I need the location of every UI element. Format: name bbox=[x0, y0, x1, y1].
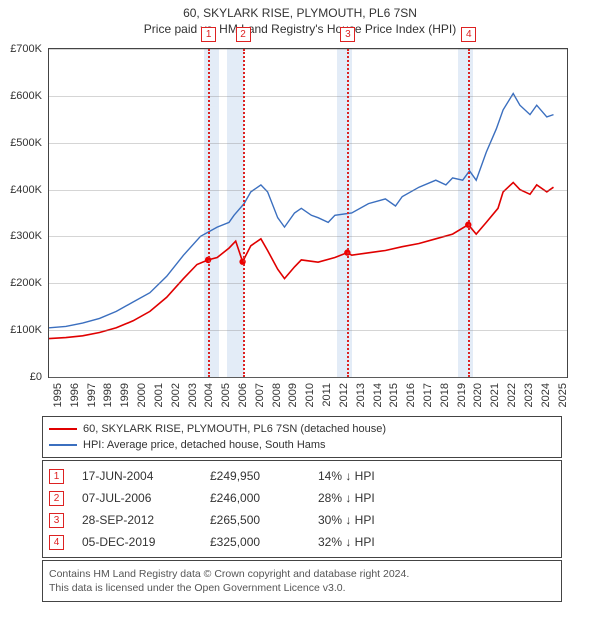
y-axis-label: £700K bbox=[10, 43, 42, 55]
x-axis-label: 2025 bbox=[557, 383, 569, 407]
legend-item: 60, SKYLARK RISE, PLYMOUTH, PL6 7SN (det… bbox=[49, 421, 555, 437]
chart-title-line1: 60, SKYLARK RISE, PLYMOUTH, PL6 7SN bbox=[0, 6, 600, 20]
y-axis-label: £300K bbox=[10, 230, 42, 242]
y-axis-label: £600K bbox=[10, 90, 42, 102]
event-date: 05-DEC-2019 bbox=[82, 535, 192, 549]
event-marker-badge: 3 bbox=[340, 27, 355, 42]
event-marker-badge: 4 bbox=[461, 27, 476, 42]
event-date: 28-SEP-2012 bbox=[82, 513, 192, 527]
y-axis-label: £200K bbox=[10, 277, 42, 289]
y-axis-label: £100K bbox=[10, 324, 42, 336]
event-badge: 2 bbox=[49, 491, 64, 506]
event-date: 17-JUN-2004 bbox=[82, 469, 192, 483]
legend: 60, SKYLARK RISE, PLYMOUTH, PL6 7SN (det… bbox=[42, 416, 562, 458]
x-axis-label: 1999 bbox=[119, 383, 131, 407]
event-marker-badge: 1 bbox=[201, 27, 216, 42]
event-price: £249,950 bbox=[210, 469, 300, 483]
event-marker-line bbox=[208, 49, 210, 377]
gridline bbox=[49, 49, 567, 50]
gridline bbox=[49, 283, 567, 284]
x-axis-label: 2020 bbox=[472, 383, 484, 407]
x-axis-label: 2008 bbox=[271, 383, 283, 407]
legend-swatch bbox=[49, 428, 77, 430]
x-axis-label: 2013 bbox=[355, 383, 367, 407]
event-date: 07-JUL-2006 bbox=[82, 491, 192, 505]
event-badge: 3 bbox=[49, 513, 64, 528]
x-axis-label: 2024 bbox=[540, 383, 552, 407]
chart-svg bbox=[49, 49, 567, 377]
y-axis-label: £400K bbox=[10, 184, 42, 196]
x-axis-label: 2002 bbox=[170, 383, 182, 407]
event-change: 32% ↓ HPI bbox=[318, 535, 428, 549]
event-change: 30% ↓ HPI bbox=[318, 513, 428, 527]
event-row: 4 05-DEC-2019 £325,000 32% ↓ HPI bbox=[49, 531, 555, 553]
event-marker-line bbox=[243, 49, 245, 377]
series-price_paid bbox=[49, 183, 554, 339]
footer-line: This data is licensed under the Open Gov… bbox=[49, 581, 555, 595]
gridline bbox=[49, 330, 567, 331]
legend-item: HPI: Average price, detached house, Sout… bbox=[49, 437, 555, 453]
chart-plot-area: £0£100K£200K£300K£400K£500K£600K£700K199… bbox=[48, 48, 568, 378]
x-axis-label: 2012 bbox=[338, 383, 350, 407]
events-table: 1 17-JUN-2004 £249,950 14% ↓ HPI 2 07-JUL-200… bbox=[42, 460, 562, 558]
x-axis-label: 2004 bbox=[203, 383, 215, 407]
event-row: 2 07-JUL-2006 £246,000 28% ↓ HPI bbox=[49, 487, 555, 509]
event-price: £325,000 bbox=[210, 535, 300, 549]
event-row: 3 28-SEP-2012 £265,500 30% ↓ HPI bbox=[49, 509, 555, 531]
gridline bbox=[49, 143, 567, 144]
event-change: 14% ↓ HPI bbox=[318, 469, 428, 483]
x-axis-label: 2014 bbox=[372, 383, 384, 407]
event-marker-line bbox=[347, 49, 349, 377]
x-axis-label: 2000 bbox=[136, 383, 148, 407]
x-axis-label: 2001 bbox=[153, 383, 165, 407]
event-badge: 4 bbox=[49, 535, 64, 550]
legend-label: 60, SKYLARK RISE, PLYMOUTH, PL6 7SN (det… bbox=[83, 423, 386, 435]
attribution-footer: Contains HM Land Registry data © Crown c… bbox=[42, 560, 562, 602]
series-hpi bbox=[49, 94, 554, 328]
event-marker-line bbox=[468, 49, 470, 377]
gridline bbox=[49, 377, 567, 378]
x-axis-label: 2007 bbox=[254, 383, 266, 407]
y-axis-label: £0 bbox=[30, 371, 42, 383]
gridline bbox=[49, 190, 567, 191]
x-axis-label: 2015 bbox=[388, 383, 400, 407]
x-axis-label: 2006 bbox=[237, 383, 249, 407]
x-axis-label: 2011 bbox=[321, 383, 333, 407]
event-row: 1 17-JUN-2004 £249,950 14% ↓ HPI bbox=[49, 465, 555, 487]
y-axis-label: £500K bbox=[10, 137, 42, 149]
chart-title-line2: Price paid vs. HM Land Registry's House … bbox=[0, 22, 600, 36]
x-axis-label: 2023 bbox=[523, 383, 535, 407]
event-badge: 1 bbox=[49, 469, 64, 484]
gridline bbox=[49, 236, 567, 237]
x-axis-label: 2003 bbox=[187, 383, 199, 407]
x-axis-label: 2022 bbox=[506, 383, 518, 407]
x-axis-label: 2017 bbox=[422, 383, 434, 407]
gridline bbox=[49, 96, 567, 97]
x-axis-label: 2010 bbox=[304, 383, 316, 407]
x-axis-label: 2018 bbox=[439, 383, 451, 407]
x-axis-label: 2021 bbox=[489, 383, 501, 407]
x-axis-label: 1996 bbox=[69, 383, 81, 407]
event-price: £265,500 bbox=[210, 513, 300, 527]
legend-swatch bbox=[49, 444, 77, 446]
x-axis-label: 2016 bbox=[405, 383, 417, 407]
x-axis-label: 2019 bbox=[456, 383, 468, 407]
event-price: £246,000 bbox=[210, 491, 300, 505]
event-marker-badge: 2 bbox=[236, 27, 251, 42]
x-axis-label: 1997 bbox=[86, 383, 98, 407]
event-change: 28% ↓ HPI bbox=[318, 491, 428, 505]
footer-line: Contains HM Land Registry data © Crown c… bbox=[49, 567, 555, 581]
x-axis-label: 2009 bbox=[287, 383, 299, 407]
x-axis-label: 1998 bbox=[102, 383, 114, 407]
x-axis-label: 1995 bbox=[52, 383, 64, 407]
legend-label: HPI: Average price, detached house, Sout… bbox=[83, 439, 326, 451]
x-axis-label: 2005 bbox=[220, 383, 232, 407]
